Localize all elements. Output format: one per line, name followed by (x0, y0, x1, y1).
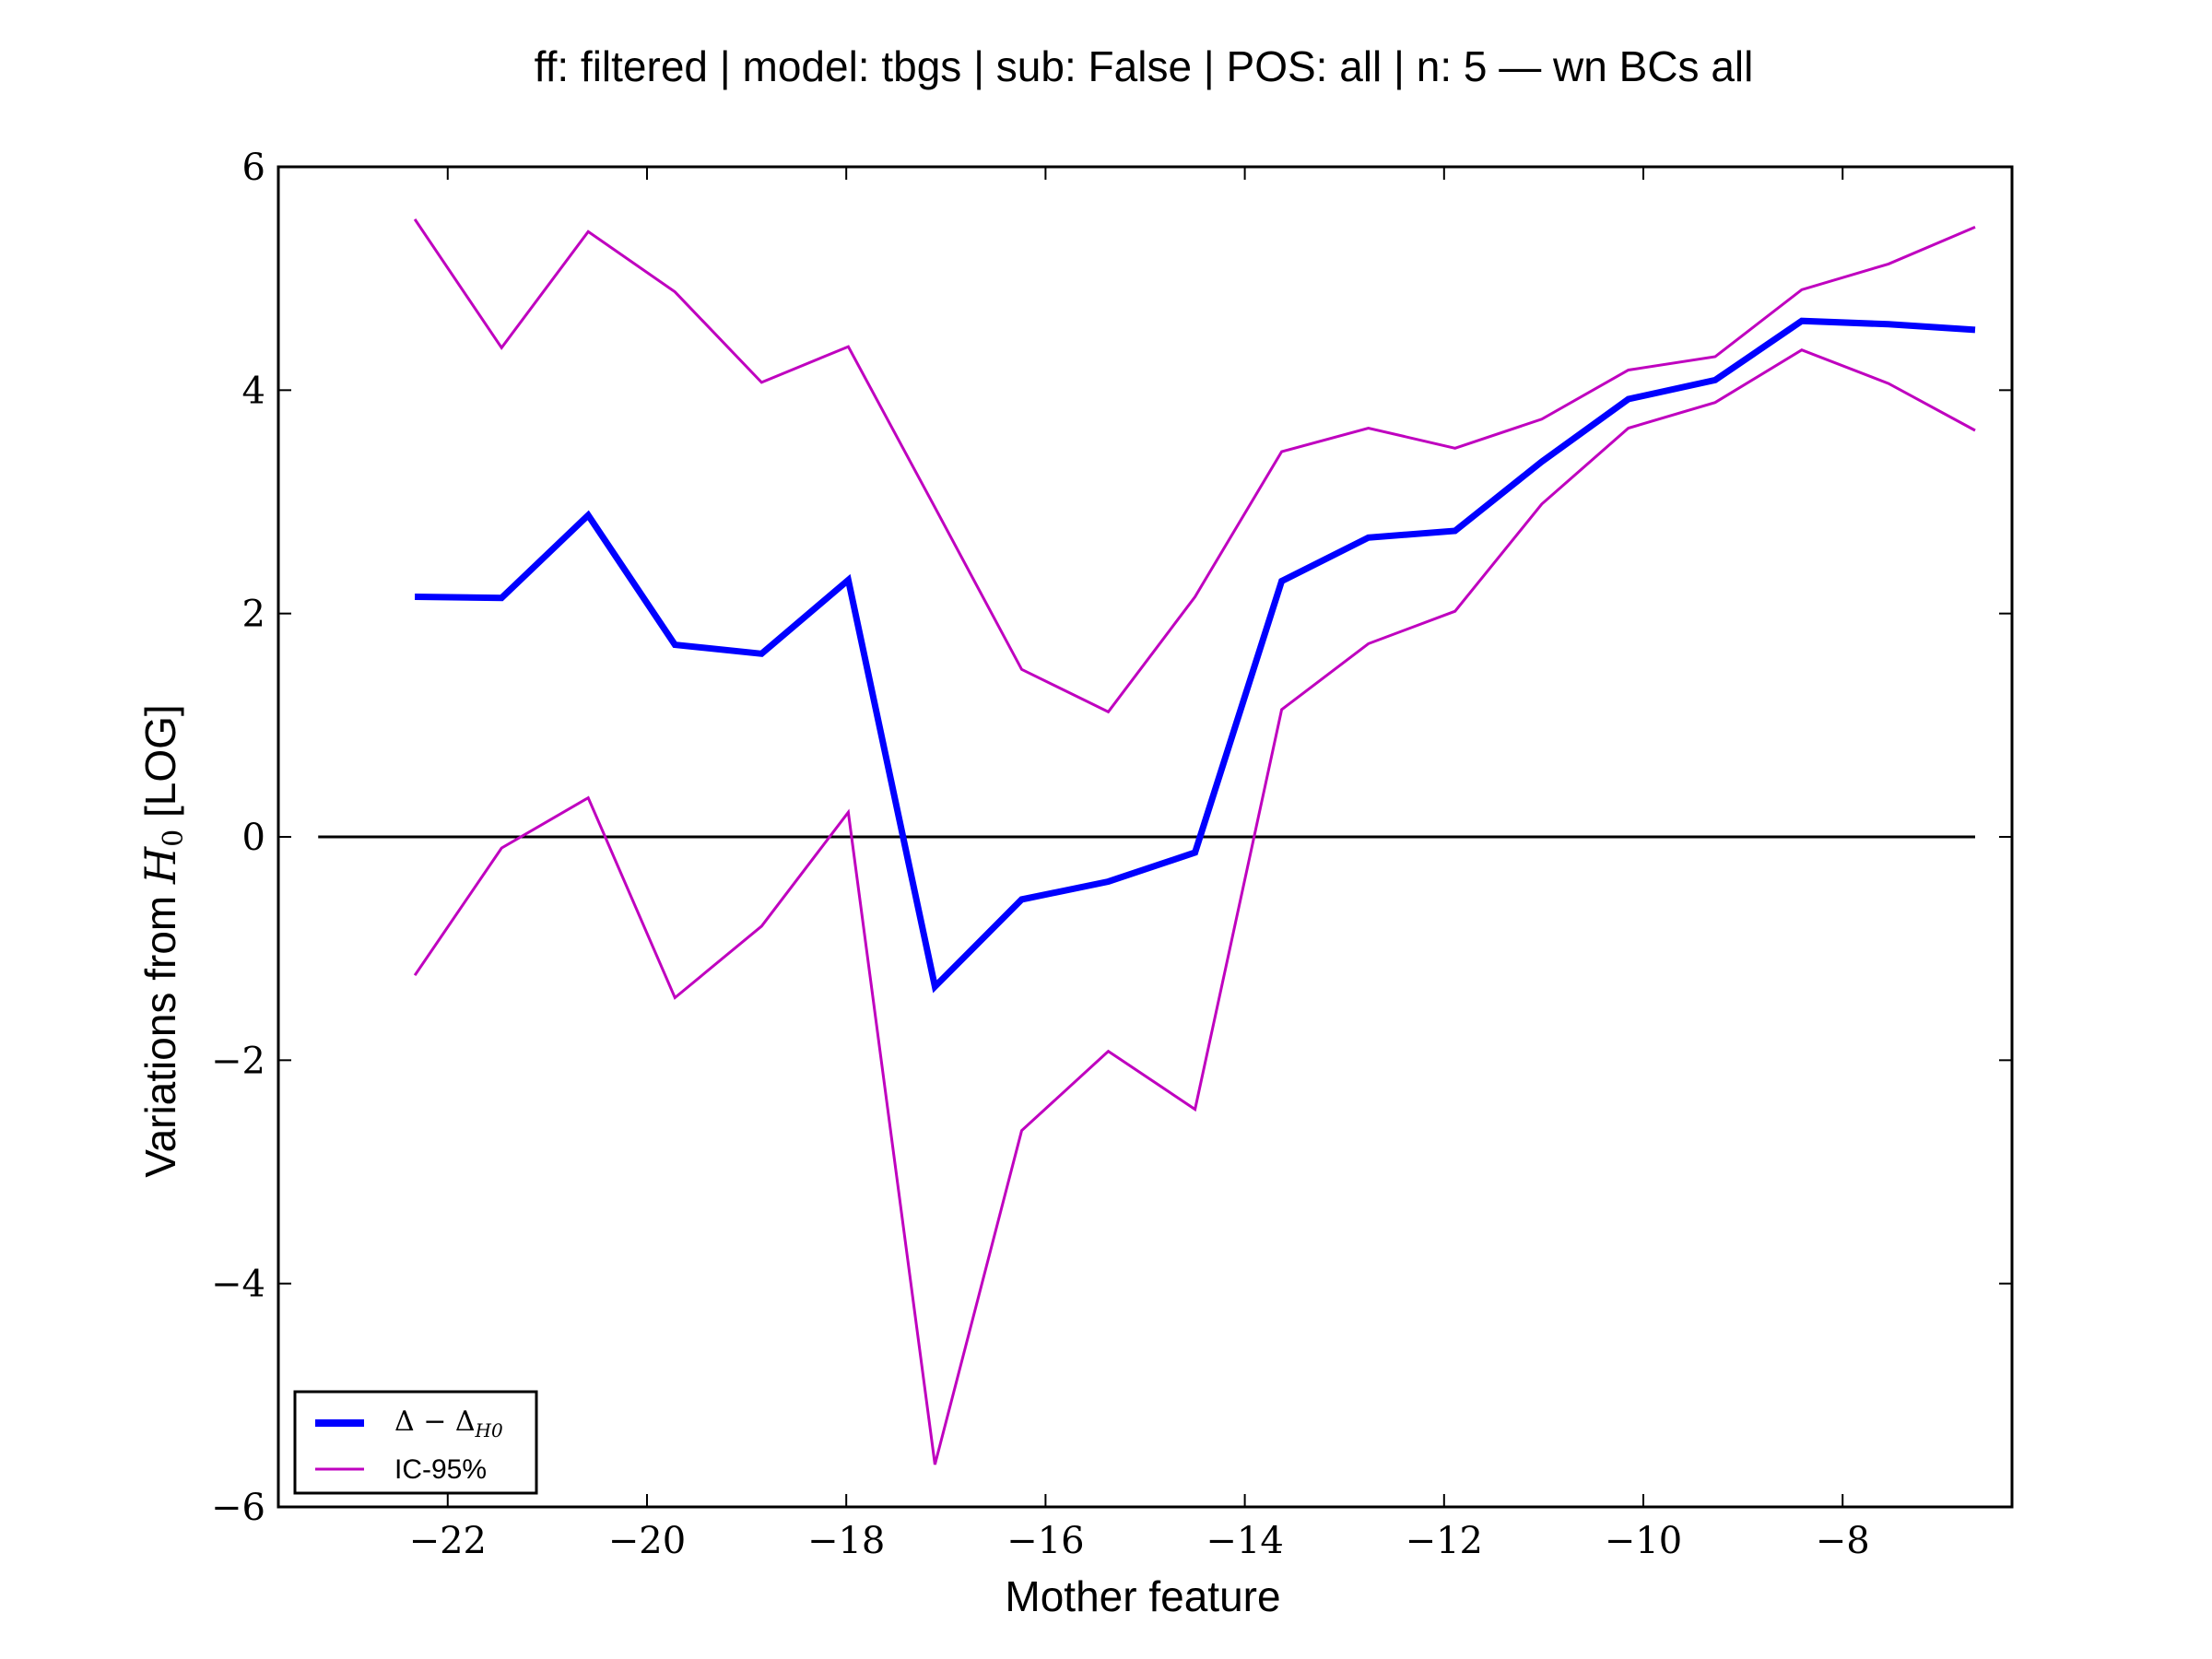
legend-box (293, 1390, 538, 1495)
chart-title: ff: filtered | model: tbgs | sub: False … (535, 42, 1754, 90)
series-line-ic95-lower (413, 348, 1976, 1465)
x-tick-label: −8 (1816, 1520, 1870, 1562)
x-tick-label: −20 (608, 1520, 686, 1562)
x-tick-label: −22 (409, 1520, 487, 1562)
legend: Δ − ΔH0 IC-95% (293, 1390, 538, 1495)
y-axis-label: Variations from H0 [LOG] (135, 704, 190, 1177)
y-tick-label: 0 (242, 817, 265, 859)
legend-label-delta: Δ − ΔH0 (394, 1406, 503, 1441)
y-axis-label-math-sub: 0 (158, 830, 190, 847)
y-axis-label-math: H (135, 846, 185, 885)
x-axis-label: Mother feature (1005, 1572, 1280, 1620)
x-tick-label: −14 (1206, 1520, 1283, 1562)
legend-label-delta-main: Δ − Δ (394, 1406, 476, 1438)
x-tick-label: −18 (807, 1520, 885, 1562)
x-tick-label: −12 (1406, 1520, 1483, 1562)
y-tick-label: 6 (242, 147, 265, 189)
legend-label-delta-sub: H0 (475, 1419, 503, 1441)
legend-label-ic95: IC-95% (394, 1454, 487, 1485)
x-tick-label: −10 (1605, 1520, 1682, 1562)
y-tick-label: 4 (242, 370, 265, 412)
y-axis-label-suffix: [LOG] (136, 704, 184, 829)
y-axis-label-prefix: Variations from (136, 884, 184, 1178)
y-tick-label: −4 (211, 1264, 265, 1306)
y-tick-label: −6 (211, 1487, 265, 1529)
y-tick-label: 2 (242, 594, 265, 636)
x-tick-label: −16 (1006, 1520, 1084, 1562)
series-line-ic95-upper (413, 218, 1976, 714)
series-line-delta (415, 317, 1976, 994)
y-tick-label: −2 (211, 1040, 265, 1082)
